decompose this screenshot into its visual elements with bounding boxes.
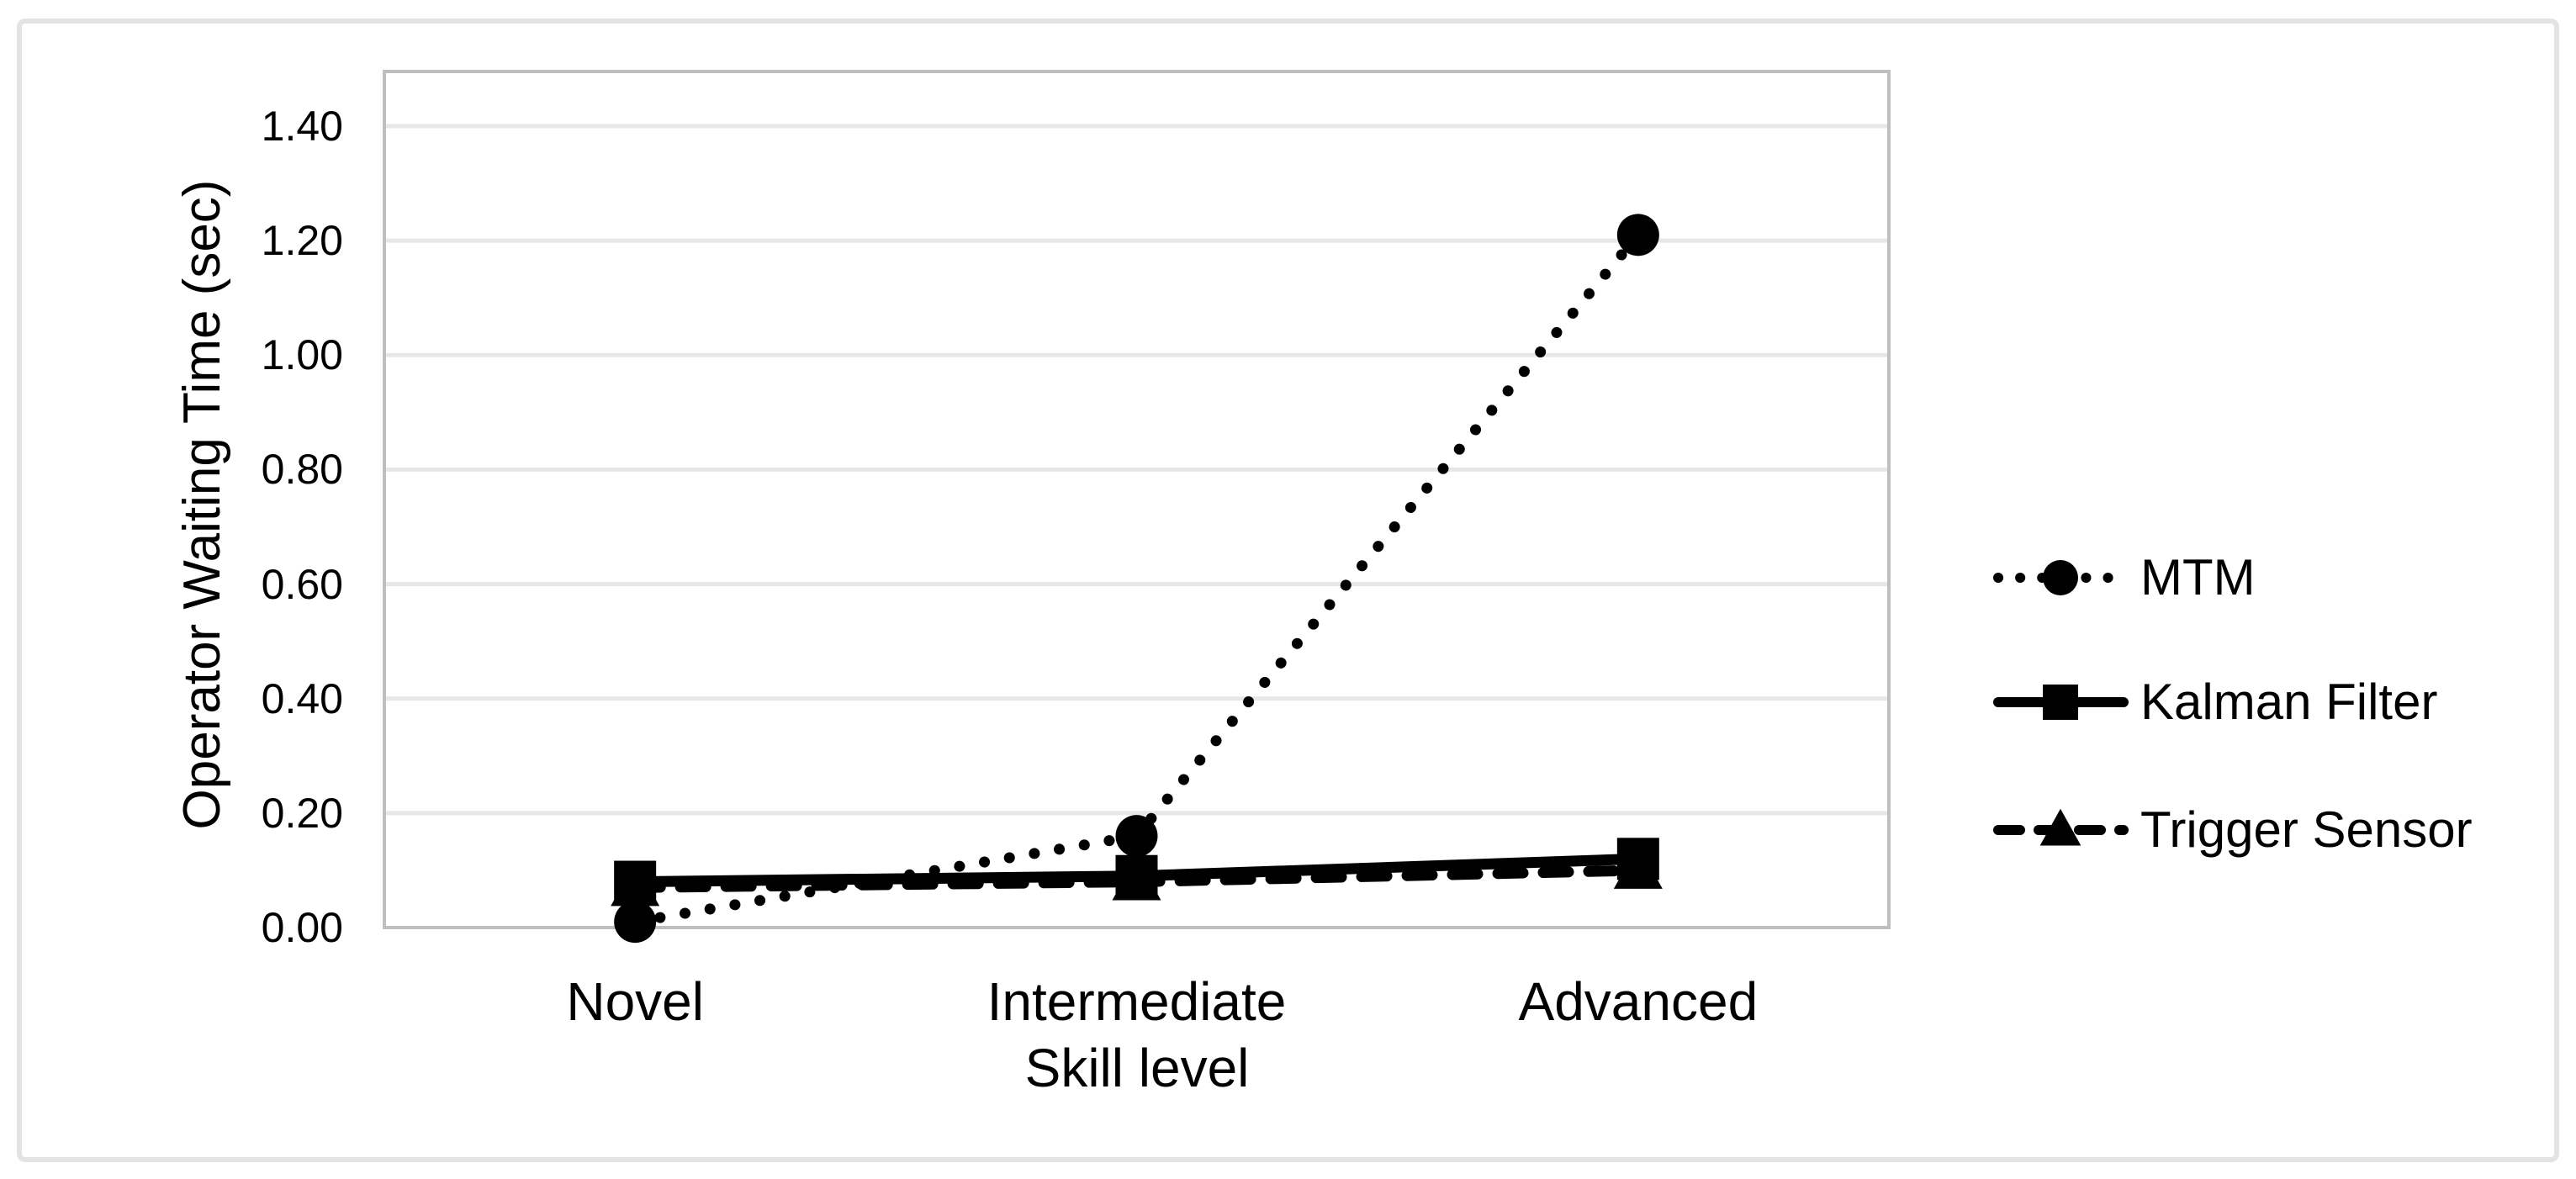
y-tick-label: 1.40 <box>261 103 343 150</box>
legend-item-mtm: MTM <box>1992 540 2256 616</box>
x-axis-title: Skill level <box>1024 1038 1250 1098</box>
legend-item-trigger-sensor: Trigger Sensor <box>1992 792 2473 868</box>
legend-item-kalman-filter: Kalman Filter <box>1992 664 2437 740</box>
y-axis-title: Operator Waiting Time (sec) <box>173 179 231 830</box>
legend-sample-kalman-filter <box>1993 685 2129 720</box>
y-tick-label: 0.60 <box>261 560 343 608</box>
x-category-label-novel: Novel <box>566 971 704 1032</box>
legend-sample-mtm <box>1993 560 2129 595</box>
y-tick-label: 0.20 <box>261 789 343 837</box>
y-tick-label: 1.00 <box>261 331 343 379</box>
marker-square <box>614 860 657 903</box>
figure-outer-border <box>17 19 2559 1162</box>
marker-square <box>1616 838 1659 880</box>
legend-marker-circle <box>2043 560 2078 595</box>
series-mtm <box>614 214 1659 944</box>
legend-sample-trigger-sensor <box>1993 808 2129 846</box>
legend-marker-square <box>2043 685 2078 720</box>
legend-label-mtm: MTM <box>2140 549 2256 605</box>
y-tick-label: 0.40 <box>261 674 343 722</box>
x-category-label-advanced: Advanced <box>1518 971 1759 1032</box>
x-category-label-intermediate: Intermediate <box>986 971 1287 1032</box>
marker-square <box>1115 854 1158 897</box>
legend-marker-triangle <box>2039 808 2081 846</box>
series-kalman-filter <box>614 838 1659 903</box>
marker-circle <box>1115 815 1158 858</box>
y-tick-label: 0.80 <box>261 446 343 494</box>
legend-label-kalman-filter: Kalman Filter <box>2140 674 2438 730</box>
y-tick-label: 0.00 <box>261 904 343 951</box>
y-tick-label: 1.20 <box>261 217 343 265</box>
marker-circle <box>614 901 657 944</box>
gridlines <box>384 124 1889 816</box>
plot-border <box>383 70 1891 929</box>
marker-circle <box>1616 214 1659 256</box>
legend-label-trigger-sensor: Trigger Sensor <box>2140 801 2473 858</box>
